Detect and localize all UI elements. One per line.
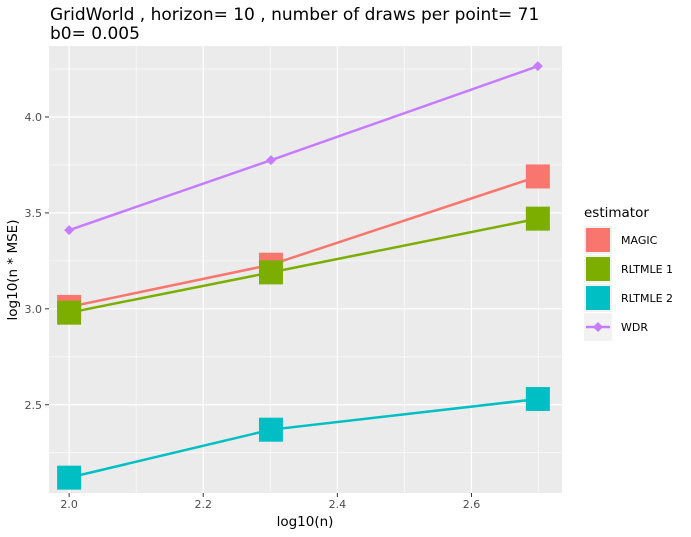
x-tick-label: 2.0: [60, 498, 78, 511]
data-point-rltmle-2: [57, 465, 82, 490]
legend-key-marker: [586, 286, 610, 310]
y-tick-label: 3.0: [25, 303, 43, 316]
chart-title-line-2: b0= 0.005: [50, 24, 140, 44]
data-point-rltmle-1: [57, 300, 82, 325]
x-axis-title: log10(n): [277, 514, 334, 530]
x-tick-label: 2.2: [194, 498, 212, 511]
x-tick-label: 2.6: [463, 498, 481, 511]
chart-title-line-1: GridWorld , horizon= 10 , number of draw…: [50, 5, 539, 25]
data-point-rltmle-2: [258, 417, 283, 442]
x-tick-label: 2.4: [329, 498, 347, 511]
data-point-wdr: [64, 225, 75, 236]
legend-label: RLTMLE 1: [621, 263, 673, 276]
legend-label: MAGIC: [621, 234, 658, 247]
y-tick-label: 2.5: [25, 399, 43, 412]
plot-panel: [49, 46, 562, 493]
legend: estimator MAGIC RLTMLE 1 RLTMLE 2 WDR: [584, 205, 673, 341]
legend-item-rltmle-1: RLTMLE 1: [584, 255, 673, 283]
data-point-wdr: [265, 155, 276, 166]
legend-label: WDR: [621, 321, 648, 334]
legend-title: estimator: [584, 205, 649, 221]
data-point-rltmle-2: [525, 386, 550, 411]
ticks-layer: 2.0 2.2 2.4 2.6 2.5 3.0 3.5 4.0: [25, 111, 481, 511]
y-axis-title: log10(n * MSE): [5, 220, 21, 321]
data-point-magic: [525, 164, 550, 189]
y-tick-label: 4.0: [25, 111, 43, 124]
data-point-rltmle-1: [258, 260, 283, 285]
legend-key-marker: [586, 228, 610, 252]
legend-key-marker: [593, 322, 603, 332]
legend-item-rltmle-2: RLTMLE 2: [584, 284, 673, 312]
legend-item-magic: MAGIC: [584, 226, 658, 254]
y-tick-label: 3.5: [25, 207, 43, 220]
grid: [49, 46, 562, 493]
data-point-wdr: [532, 61, 543, 72]
series-rltmle-2: [57, 386, 550, 490]
series-wdr: [64, 61, 543, 236]
data-point-rltmle-1: [525, 206, 550, 231]
series-rltmle-1: [57, 206, 550, 325]
legend-item-wdr: WDR: [584, 313, 648, 341]
legend-key-marker: [586, 257, 610, 281]
legend-label: RLTMLE 2: [621, 292, 673, 305]
series-layer: [57, 61, 550, 490]
